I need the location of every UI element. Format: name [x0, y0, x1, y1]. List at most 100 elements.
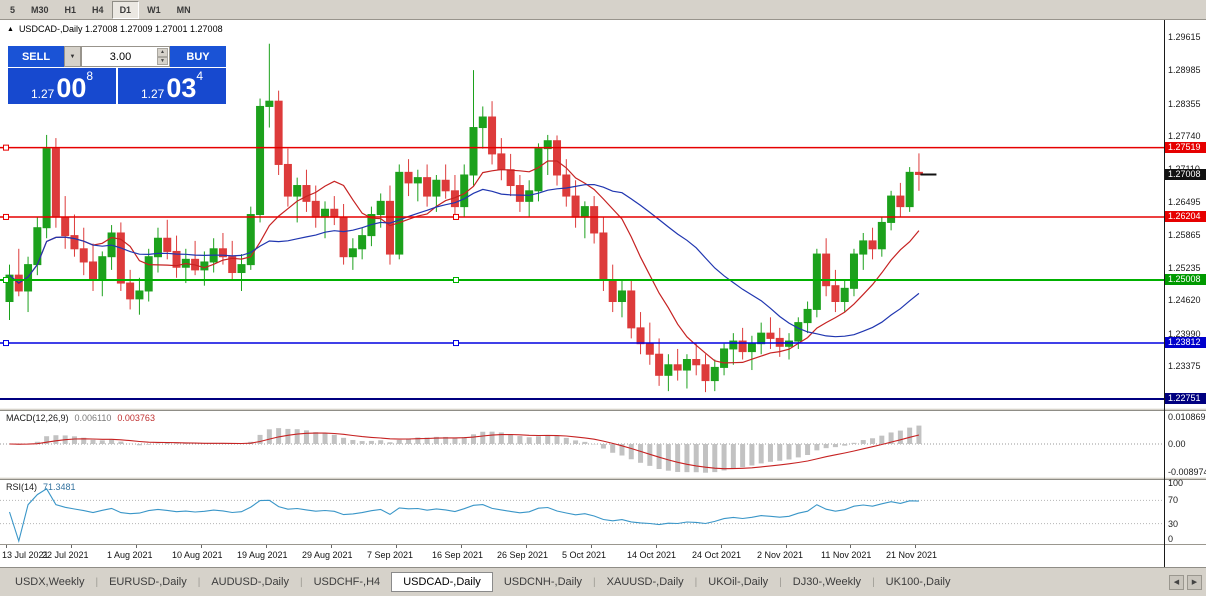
candle-up	[757, 332, 766, 345]
candle-up	[200, 261, 209, 271]
line-handle[interactable]	[3, 277, 9, 284]
candle-down	[302, 185, 311, 202]
panel-separator[interactable]	[0, 408, 1206, 411]
price-axis-tick: 1.24620	[1168, 295, 1201, 305]
candle-down	[506, 169, 515, 187]
timeframe-button-h4[interactable]: H4	[92, 4, 104, 15]
lot-size-field: ▲ ▼	[81, 46, 170, 67]
macd-signal-value: 0.003763	[117, 413, 155, 423]
chart-tab-usdchf-h4[interactable]: USDCHF-,H4	[313, 576, 381, 588]
macd-axis-max: 0.010869	[1168, 412, 1206, 422]
line-handle[interactable]	[453, 340, 459, 347]
price-axis-tick: 1.25865	[1168, 230, 1201, 240]
rsi-name: RSI(14)	[6, 482, 38, 492]
tab-separator: |	[299, 576, 303, 588]
candle-down	[404, 171, 413, 184]
candle-down	[571, 195, 580, 218]
date-tick-mark	[6, 545, 7, 548]
tab-scroll-right-button[interactable]: ▶	[1187, 574, 1202, 590]
chart-tab-usdx-weekly[interactable]: USDX,Weekly	[15, 576, 85, 588]
candle-down	[627, 290, 636, 329]
chart-tab-usdcad-daily[interactable]: USDCAD-,Daily	[391, 572, 493, 592]
tab-separator: |	[872, 576, 875, 588]
date-label: 29 Aug 2021	[302, 550, 353, 560]
candle-down	[497, 153, 506, 171]
line-handle[interactable]	[3, 340, 9, 347]
date-label: 2 Nov 2021	[757, 550, 804, 560]
timeframe-button-mn[interactable]: MN	[176, 4, 191, 15]
chart-tab-uk100-daily[interactable]: UK100-,Daily	[885, 576, 951, 588]
candle-up	[321, 208, 330, 218]
candle-up	[525, 190, 534, 202]
candle-down	[70, 235, 79, 250]
ma-fast-line	[9, 160, 920, 364]
tab-separator: |	[197, 576, 201, 588]
timeframe-button-w1[interactable]: W1	[147, 4, 161, 15]
sell-button[interactable]: SELL	[8, 46, 64, 67]
price-axis-tick: 1.26495	[1168, 197, 1201, 207]
lot-size-input[interactable]	[82, 47, 169, 66]
candle-up	[413, 177, 422, 184]
chart-tab-eurusd-daily[interactable]: EURUSD-,Daily	[109, 576, 187, 588]
candle-up	[153, 237, 162, 258]
panel-separator[interactable]	[0, 477, 1206, 480]
date-axis[interactable]: 13 Jul 2021 22 Jul 2021 1 Aug 2021 10 Aug 2…	[0, 545, 1164, 567]
candle-down	[488, 116, 497, 155]
date-label: 22 Jul 2021	[42, 550, 89, 560]
chart-tab-xauusd-daily[interactable]: XAUUSD-,Daily	[606, 576, 684, 588]
chart-tab-ukoil-daily[interactable]: UKOil-,Daily	[708, 576, 769, 588]
symbol-marker-icon: ▲	[7, 25, 14, 33]
candle-up	[237, 264, 246, 274]
candle-down	[822, 253, 831, 287]
spinner-up-icon[interactable]: ▲	[157, 48, 168, 57]
candle-down	[218, 248, 227, 258]
chart-tab-usdcnh-daily[interactable]: USDCNH-,Daily	[503, 576, 583, 588]
chart-tab-dj30-weekly[interactable]: DJ30-,Weekly	[792, 576, 862, 588]
date-tick-mark	[850, 545, 851, 548]
candle-up	[265, 100, 274, 107]
buy-price-display[interactable]: 1.27 03 4	[118, 68, 226, 104]
candle-down	[738, 340, 747, 353]
timeframe-button-d1[interactable]: D1	[111, 0, 140, 19]
candle-down	[79, 248, 88, 263]
date-tick-mark	[71, 545, 72, 548]
price-line-label-1.23812: 1.23812	[1165, 337, 1206, 348]
candle-up	[534, 148, 543, 192]
line-handle[interactable]	[3, 213, 9, 220]
lot-dropdown-button[interactable]: ▼	[64, 46, 81, 67]
candle-up	[395, 171, 404, 255]
line-handle[interactable]	[453, 277, 459, 284]
line-handle[interactable]	[453, 213, 459, 220]
candle-down	[116, 232, 125, 284]
tab-scroll-left-button[interactable]: ◀	[1169, 574, 1184, 590]
timeframe-button-h1[interactable]: H1	[64, 4, 77, 15]
date-label: 24 Oct 2021	[692, 550, 742, 560]
date-label: 14 Oct 2021	[627, 550, 677, 560]
sell-price-pip-digit: 8	[86, 69, 94, 83]
rsi-indicator-panel[interactable]	[0, 480, 1164, 544]
spinner-down-icon[interactable]: ▼	[157, 56, 168, 65]
candle-down	[562, 174, 571, 197]
date-tick-mark	[526, 545, 527, 548]
candle-down	[636, 327, 645, 345]
rsi-axis-0: 0	[1168, 534, 1174, 544]
chart-tab-audusd-daily[interactable]: AUDUSD-,Daily	[211, 576, 289, 588]
candle-up	[293, 185, 302, 197]
candle-down	[441, 179, 450, 192]
date-tick-mark	[461, 545, 462, 548]
date-label: 11 Nov 2021	[821, 550, 872, 560]
price-axis-tick: 1.28985	[1168, 65, 1201, 75]
line-handle[interactable]	[3, 144, 9, 151]
macd-main-value: 0.006110	[74, 413, 112, 423]
candle-up	[135, 290, 144, 300]
timeframe-button-m30[interactable]: M30	[31, 4, 49, 15]
candle-up	[24, 264, 33, 292]
candle-down	[655, 353, 664, 376]
main-price-chart[interactable]	[0, 20, 1164, 408]
timeframe-button-5[interactable]: 5	[10, 4, 16, 15]
macd-indicator-panel[interactable]	[0, 411, 1164, 477]
buy-button[interactable]: BUY	[170, 46, 226, 67]
date-tick-mark	[331, 545, 332, 548]
sell-price-display[interactable]: 1.27 00 8	[8, 68, 116, 104]
